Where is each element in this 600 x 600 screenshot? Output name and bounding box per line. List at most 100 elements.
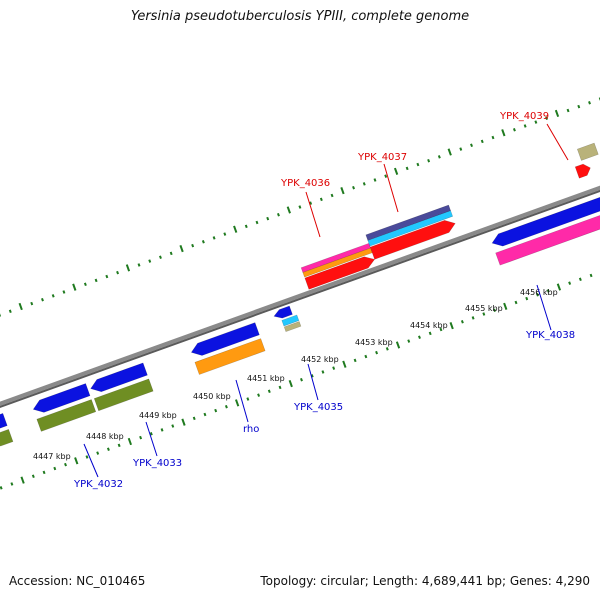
scale-tick — [179, 244, 184, 253]
scale-tick — [364, 354, 368, 359]
scale-tick — [148, 259, 152, 263]
gene-label-YPK_4035[interactable]: YPK_4035 — [293, 402, 343, 413]
cds-box-rho[interactable] — [194, 338, 266, 375]
gene-label-YPK_4039[interactable]: YPK_4039 — [499, 111, 549, 122]
scale-tick — [437, 155, 441, 159]
scale-tick — [395, 341, 401, 349]
scale-tick — [278, 385, 282, 390]
scale-tick — [235, 399, 240, 407]
scale-tick — [393, 167, 399, 175]
scale-tick — [116, 270, 120, 275]
scale-tick — [459, 147, 463, 151]
feature-box-YPK_4035-b[interactable] — [283, 321, 302, 332]
scale-tick — [503, 302, 508, 310]
scale-tick — [471, 316, 475, 320]
kbp-label: 4450 kbp — [193, 392, 231, 401]
kbp-label: 4455 kbp — [465, 304, 503, 313]
kbp-label: 4452 kbp — [301, 355, 339, 364]
feature-box-YPK_4037-b[interactable] — [367, 210, 454, 247]
scale-tick — [577, 104, 581, 109]
scale-tick — [277, 213, 280, 217]
gene-arrow[interactable] — [0, 413, 8, 433]
scale-tick — [159, 255, 162, 259]
scale-tick — [0, 486, 3, 490]
cds-arrow[interactable] — [0, 429, 14, 449]
scale-tick — [447, 148, 452, 156]
scale-tick — [106, 447, 110, 451]
scale-tick — [340, 187, 345, 195]
scale-tick — [0, 313, 2, 317]
scale-tick — [96, 451, 100, 455]
scale-tick — [362, 182, 366, 186]
cds-box-YPK_4033[interactable] — [93, 378, 154, 412]
scale-tick — [439, 327, 443, 332]
scale-tick — [321, 370, 325, 374]
gene-label-YPK_4036[interactable]: YPK_4036 — [280, 178, 330, 189]
cds-box-YPK_4038[interactable] — [495, 211, 600, 266]
gene-label-YPK_4037[interactable]: YPK_4037 — [357, 152, 407, 163]
gene-label-YPK_4038[interactable]: YPK_4038 — [525, 330, 575, 341]
scale-tick — [244, 224, 248, 229]
scale-tick — [286, 206, 291, 214]
scale-tick — [18, 302, 23, 311]
scale-tick — [10, 482, 14, 486]
gene-arrow-rho[interactable] — [189, 322, 260, 359]
scale-tick — [203, 412, 207, 417]
scale-tick — [233, 225, 238, 233]
genome-summary-text: Topology: circular; Length: 4,689,441 bp… — [260, 574, 590, 588]
kbp-label: 4448 kbp — [86, 432, 124, 441]
scale-tick — [482, 312, 486, 316]
scale-tick — [427, 158, 431, 163]
scale-tick — [418, 335, 421, 339]
gene-arrow-YPK_4038[interactable] — [490, 195, 600, 249]
scale-tick — [288, 379, 293, 388]
scale-tick — [94, 278, 98, 283]
scale-tick — [449, 322, 454, 330]
scale-tick — [137, 263, 141, 267]
scale-tick — [127, 437, 132, 446]
scale-tick — [8, 309, 12, 314]
gene-arrow-YPK_4033[interactable] — [88, 362, 148, 395]
scale-tick — [501, 129, 506, 137]
gene-label-YPK_4033[interactable]: YPK_4033 — [132, 458, 182, 469]
cds-box-YPK_4032[interactable] — [36, 399, 97, 432]
scale-tick — [160, 428, 164, 432]
scale-tick — [117, 443, 121, 448]
scale-tick — [192, 416, 196, 421]
scale-tick — [534, 120, 538, 124]
scale-tick — [72, 283, 77, 291]
scale-tick — [201, 240, 205, 244]
scale-tick — [546, 289, 550, 293]
gene-arrow-YPK_4032[interactable] — [31, 383, 91, 416]
lower-tick-track — [0, 273, 593, 490]
feature-box-YPK_4039[interactable] — [576, 142, 599, 161]
scale-tick — [74, 457, 79, 465]
gene-label-rho[interactable]: rho — [243, 424, 259, 435]
scale-tick — [139, 435, 143, 440]
feature-box-YPK_4035[interactable] — [281, 314, 300, 327]
scale-tick — [224, 404, 228, 409]
gene-arrow-YPK_4039[interactable] — [574, 162, 592, 179]
scale-tick — [523, 124, 527, 128]
scale-tick — [31, 474, 35, 478]
scale-tick — [267, 389, 271, 394]
kbp-label: 4453 kbp — [355, 338, 393, 347]
gene-label-YPK_4032[interactable]: YPK_4032 — [73, 479, 123, 490]
scale-tick — [298, 205, 302, 209]
scale-tick — [470, 143, 473, 148]
gene-arrow-YPK_4036[interactable] — [304, 254, 377, 290]
scale-tick — [255, 220, 259, 225]
scale-tick — [64, 462, 67, 467]
scale-tick — [525, 296, 529, 301]
gene-arrow-YPK_4035[interactable] — [272, 305, 293, 321]
scale-tick — [212, 236, 216, 240]
scale-tick — [536, 293, 539, 297]
gene-arrow-YPK_4037[interactable] — [369, 217, 457, 260]
scale-tick — [169, 251, 173, 256]
scale-tick — [62, 290, 66, 294]
scale-tick — [171, 424, 175, 428]
scale-tick — [41, 297, 44, 302]
scale-tick — [556, 283, 562, 291]
scale-tick — [491, 135, 495, 140]
